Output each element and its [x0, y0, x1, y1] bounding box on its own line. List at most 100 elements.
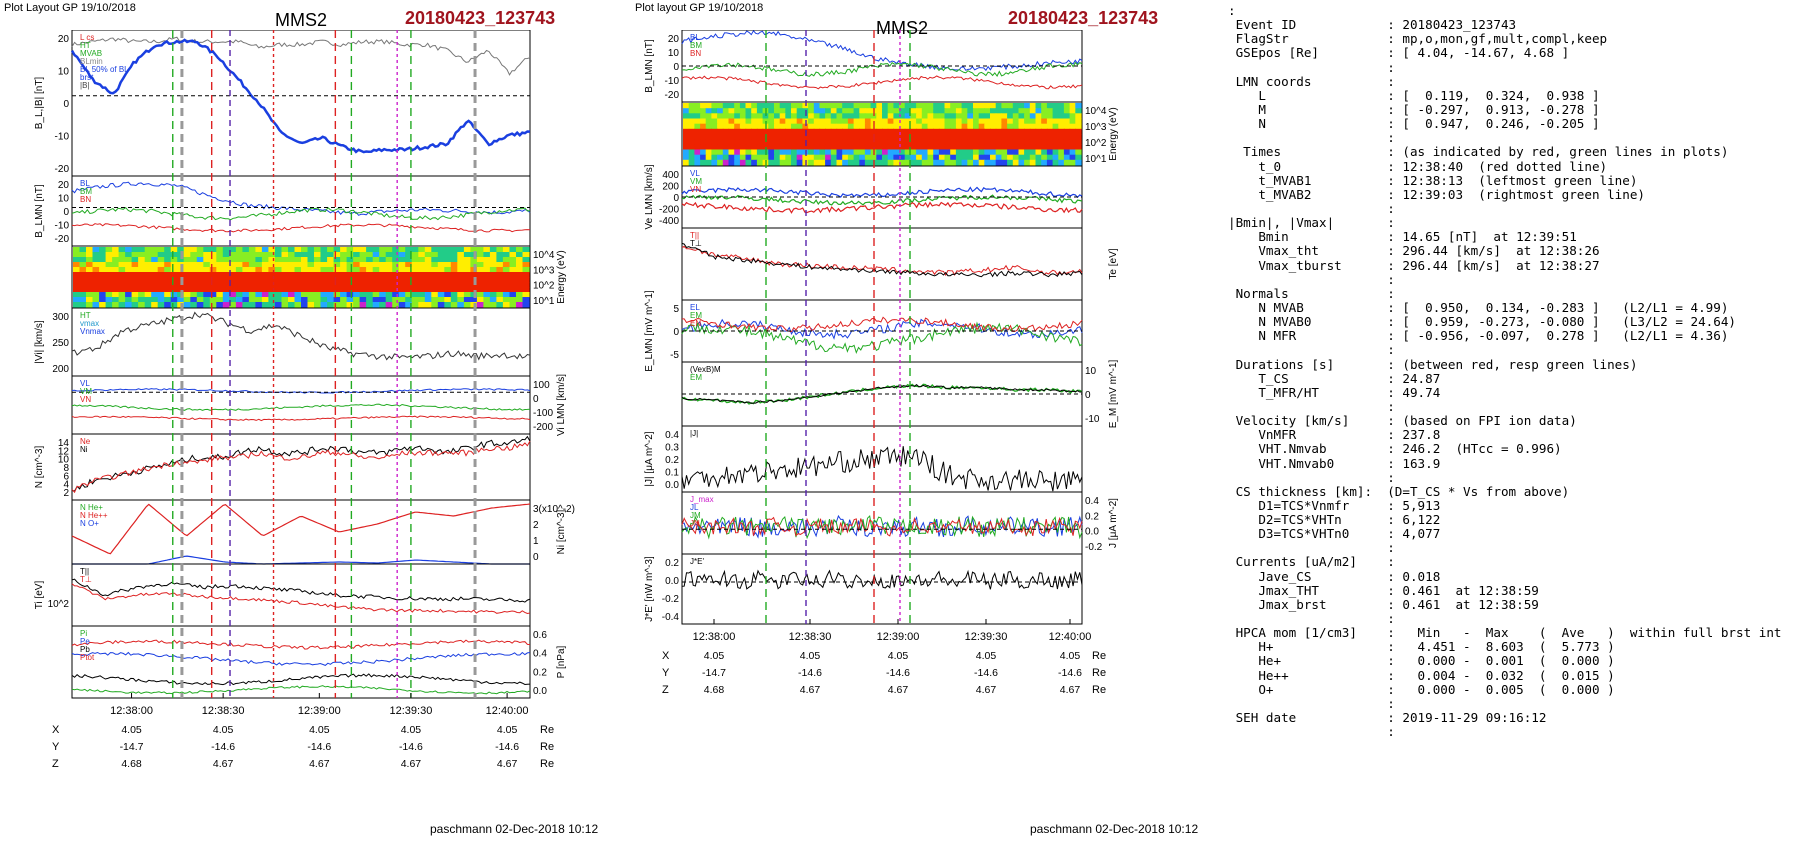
spectrogram-cell: [1007, 134, 1014, 140]
spectrogram-cell: [1024, 144, 1031, 151]
spectrogram-cell: [1052, 139, 1059, 145]
spectrogram-cell: [995, 103, 1002, 109]
spectrogram-cell: [366, 267, 374, 273]
axis-tick-label: 300: [52, 312, 69, 323]
ephem-value: 4.68: [704, 684, 725, 696]
spectrogram-cell: [785, 144, 792, 151]
spectrogram-cell: [144, 287, 152, 293]
spectrogram-cell: [859, 128, 866, 135]
spectrogram-cell: [938, 118, 946, 125]
spectrogram-cell: [864, 128, 872, 135]
spectrogram-cell: [248, 287, 256, 293]
spectrogram-cell: [353, 282, 361, 288]
spectrogram-cell: [255, 297, 263, 303]
legend-entry: BM: [690, 41, 702, 50]
legend-entry: J_max: [690, 495, 714, 504]
spectrogram-cell: [327, 282, 335, 288]
spectrogram-cell: [768, 144, 775, 151]
spectrogram-cell: [268, 247, 276, 253]
spectrogram-cell: [288, 272, 296, 278]
spectrogram-cell: [125, 262, 133, 268]
axis-tick-label: 0: [673, 62, 679, 73]
spectrogram-cell: [694, 144, 701, 151]
spectrogram-cell: [813, 108, 821, 114]
spectrogram-cell: [268, 287, 276, 293]
spectrogram-cell: [411, 257, 419, 263]
spectrogram-cell: [1052, 118, 1059, 125]
spectrogram-cell: [705, 123, 712, 130]
spectrogram-cell: [1029, 108, 1037, 114]
spectrogram-cell: [739, 144, 747, 151]
spectrogram-cell: [242, 292, 250, 298]
axis-tick-label: 10^3: [1085, 122, 1107, 133]
spectrogram-cell: [933, 139, 940, 145]
spectrogram-cell: [170, 267, 178, 273]
series-line: [682, 316, 1083, 333]
ephem-value: 4.05: [1060, 650, 1081, 662]
spectrogram-cell: [144, 272, 152, 278]
spectrogram-cell: [463, 292, 471, 298]
spectrogram-cell: [1024, 159, 1031, 166]
spectrogram-cell: [734, 108, 741, 114]
spectrogram-cell: [700, 134, 707, 140]
spectrogram-cell: [203, 257, 211, 263]
spectrogram-cell: [842, 128, 849, 135]
spectrogram-cell: [294, 302, 302, 308]
spectrogram-cell: [1046, 154, 1054, 161]
ephem-value: 4.05: [497, 724, 518, 736]
spectrogram-cell: [836, 144, 843, 151]
spectrogram-cell: [372, 267, 380, 273]
info-line: Jmax_brst : 0.461 at 12:38:59: [1228, 596, 1539, 612]
spectrogram-cell: [796, 149, 803, 156]
spectrogram-cell: [196, 247, 204, 253]
spectrogram-cell: [470, 297, 478, 303]
spectrogram-cell: [255, 272, 263, 278]
spectrogram-cell: [105, 262, 113, 268]
spectrogram-cell: [978, 154, 985, 161]
axis-tick-label: 0: [673, 193, 679, 204]
spectrogram-cell: [307, 287, 315, 293]
spectrogram-cell: [774, 159, 781, 166]
spectrogram-cell: [157, 267, 165, 273]
spectrogram-cell: [847, 149, 855, 156]
spectrogram-cell: [99, 262, 107, 268]
info-line: t_MVAB2 : 12:39:03 (rightmost green line…: [1228, 186, 1646, 202]
spectrogram-cell: [745, 103, 752, 109]
spectrogram-cell: [893, 149, 900, 156]
spectrogram-cell: [92, 302, 100, 308]
spectrogram-cell: [450, 247, 458, 253]
spectrogram-cell: [876, 144, 883, 151]
spectrogram-cell: [734, 113, 741, 120]
spectrogram-cell: [489, 277, 497, 283]
info-line: t_MVAB1 : 12:38:13 (leftmost green line): [1228, 172, 1638, 188]
spectrogram-cell: [164, 302, 172, 308]
spectrogram-cell: [366, 277, 374, 283]
spectrogram-cell: [751, 113, 758, 120]
spectrogram-cell: [938, 123, 946, 130]
spectrogram-cell: [683, 103, 690, 109]
spectrogram-cell: [995, 144, 1002, 151]
spectrogram-cell: [353, 262, 361, 268]
spectrogram-cell: [144, 267, 152, 273]
info-line: Jave_CS : 0.018: [1228, 568, 1441, 584]
spectrogram-cell: [268, 257, 276, 263]
spectrogram-cell: [876, 128, 883, 135]
spectrogram-cell: [722, 134, 730, 140]
spectrogram-cell: [327, 297, 335, 303]
spectrogram-cell: [151, 297, 159, 303]
spectrogram-cell: [694, 154, 701, 161]
spectrogram-cell: [728, 113, 735, 120]
spectrogram-cell: [774, 144, 781, 151]
spectrogram-cell: [268, 297, 276, 303]
spectrogram-cell: [92, 252, 100, 258]
spectrogram-cell: [1007, 103, 1014, 109]
spectrogram-cell: [683, 128, 690, 135]
spectrogram-cell: [379, 257, 387, 263]
spectrogram-cell: [1001, 159, 1008, 166]
spectrogram-cell: [131, 287, 139, 293]
spectrogram-cell: [203, 272, 211, 278]
spectrogram-cell: [170, 272, 178, 278]
spectrogram-cell: [144, 277, 152, 283]
spectrogram-cell: [196, 297, 204, 303]
spectrogram-cell: [333, 257, 341, 263]
